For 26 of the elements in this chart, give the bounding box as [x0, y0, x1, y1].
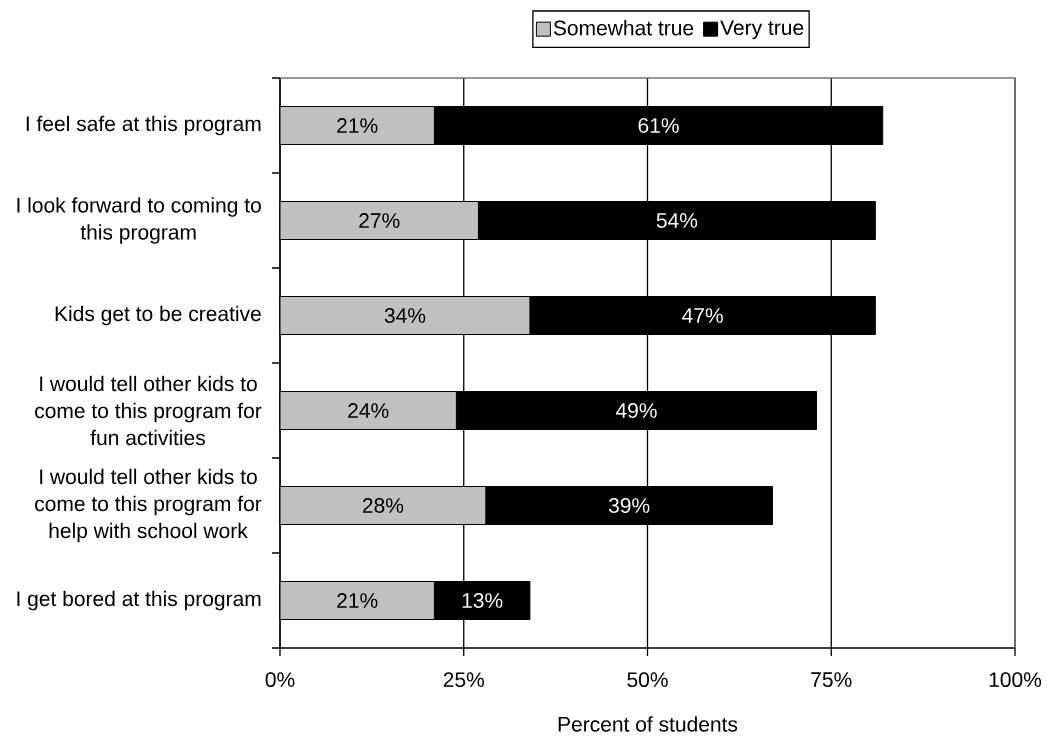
x-axis-title: Percent of students	[558, 716, 738, 732]
data-label: 27%	[359, 213, 400, 228]
x-tick-label: 75%	[811, 672, 852, 687]
data-label: 24%	[348, 403, 389, 418]
y-tick-label: I get bored at this program	[17, 590, 261, 611]
x-tick-label: 25%	[443, 672, 485, 688]
data-label: 28%	[362, 498, 404, 513]
x-tick-label: 0%	[265, 672, 295, 688]
data-label: 61%	[638, 118, 679, 133]
data-label: 21%	[337, 593, 378, 608]
y-tick-label: I feel safe at this program	[26, 115, 261, 136]
data-label: 34%	[384, 308, 426, 323]
y-tick-label: I look forward to coming to this program	[17, 197, 261, 244]
legend-label: Very true	[720, 20, 804, 40]
data-label: 13%	[462, 593, 503, 608]
data-label: 47%	[682, 308, 723, 323]
data-label: 49%	[615, 403, 657, 418]
legend-label: Somewhat true	[553, 20, 694, 36]
y-tick-label: Kids get to be creative	[55, 305, 261, 326]
data-label: 54%	[656, 213, 698, 228]
x-tick-label: 100%	[989, 672, 1042, 688]
x-tick-label: 50%	[627, 672, 668, 688]
data-label: 39%	[608, 498, 650, 513]
y-tick-label: I would tell other kids to come to this program for help with school work	[35, 468, 262, 543]
data-label: 21%	[337, 118, 378, 133]
y-tick-label: I would tell other kids to come to this program for fun activities	[35, 375, 262, 446]
